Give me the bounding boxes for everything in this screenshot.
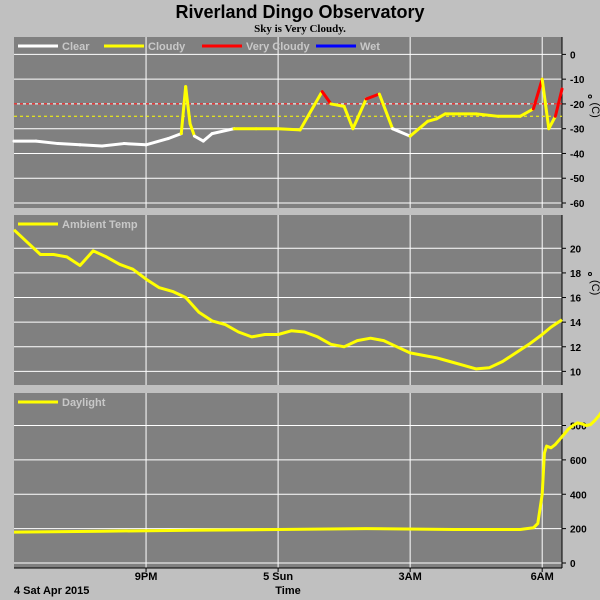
sky-segment xyxy=(435,112,447,121)
sky-segment xyxy=(179,85,188,136)
daylight-plot-area xyxy=(14,393,562,568)
sky-segment xyxy=(408,119,430,138)
sky-segment xyxy=(351,97,368,131)
sky-segment xyxy=(78,143,104,148)
sky-segment xyxy=(518,107,535,118)
sky-ytick-label: -20 xyxy=(570,100,585,111)
ambient-panel: 20 18 16 14 12 10 (C) Ambient Temp xyxy=(12,215,600,385)
legend-label: Ambient Temp xyxy=(62,219,138,231)
x-tick-label: 9PM xyxy=(135,571,158,583)
chart-subtitle: Sky is Very Cloudy. xyxy=(254,23,346,35)
sky-ytick-label: -60 xyxy=(570,199,585,210)
sky-degree-mark xyxy=(588,94,592,99)
sky-segment xyxy=(391,127,412,138)
sky-segment xyxy=(122,142,148,147)
sky-segment xyxy=(34,139,60,146)
sky-ytick-label: -30 xyxy=(570,125,585,136)
sky-segment xyxy=(426,117,439,123)
sky-segment xyxy=(56,142,82,147)
sky-segment xyxy=(364,92,381,101)
start-date-label: 4 Sat Apr 2015 xyxy=(14,585,89,597)
sky-ytick-label: 0 xyxy=(570,50,576,61)
sky-segment xyxy=(184,85,192,126)
daylight-ytick-label: 800 xyxy=(570,422,587,433)
ambient-ytick-label: 14 xyxy=(570,318,582,329)
ambient-ytick-label: 12 xyxy=(570,343,582,354)
sky-segment xyxy=(531,77,544,111)
sky-plot-area xyxy=(14,37,562,208)
chart-title: Riverland Dingo Observatory xyxy=(175,2,424,22)
sky-ytick-label: -40 xyxy=(570,149,585,160)
ambient-ytick-label: 16 xyxy=(570,294,582,305)
daylight-ytick-label: 600 xyxy=(570,456,587,467)
sky-segment xyxy=(144,137,170,147)
ambient-ytick-label: 20 xyxy=(570,244,582,255)
sky-segment xyxy=(188,122,196,138)
sky-segment xyxy=(377,92,395,131)
ambient-ytick-label: 10 xyxy=(570,367,582,378)
ambient-ytick-label: 18 xyxy=(570,269,582,280)
sky-segment xyxy=(100,142,126,148)
sky-unit-label: (C) xyxy=(589,103,600,118)
sky-segment xyxy=(192,134,205,143)
x-axis-label: Time xyxy=(275,585,300,597)
legend-label: Cloudy xyxy=(148,41,186,53)
sky-segment xyxy=(540,77,551,131)
daylight-ytick-label: 200 xyxy=(570,525,587,536)
legend-label: Very Cloudy xyxy=(246,41,310,53)
ambient-unit-label: (C) xyxy=(589,280,600,295)
sky-segment xyxy=(320,90,333,106)
legend-label: Clear xyxy=(62,41,90,53)
x-tick-label: 3AM xyxy=(399,571,422,583)
sky-segment xyxy=(547,114,557,131)
daylight-ytick-label: 400 xyxy=(570,490,587,501)
sky-segment xyxy=(166,132,183,141)
sky-segment xyxy=(276,127,302,132)
sky-segment xyxy=(298,90,324,132)
daylight-series-line xyxy=(13,411,600,534)
ambient-plot-area xyxy=(14,215,562,385)
sky-segment xyxy=(329,102,346,108)
x-tick-label: 6AM xyxy=(531,571,554,583)
sky-segment xyxy=(474,112,500,118)
sky-segment xyxy=(342,104,355,131)
daylight-ytick-label: 0 xyxy=(570,559,576,570)
daylight-panel: 800 600 400 200 0 Daylight xyxy=(13,393,600,570)
ambient-series-line xyxy=(12,228,563,371)
x-axis: 9PM 5 Sun 3AM 6AM xyxy=(14,567,562,583)
sky-ytick-label: -10 xyxy=(570,75,585,86)
x-tick-label: 5 Sun xyxy=(263,571,293,583)
sky-segment xyxy=(201,132,214,143)
sky-segment xyxy=(210,127,236,136)
sky-ytick-label: -50 xyxy=(570,174,585,185)
sky-segment xyxy=(553,87,564,118)
legend-label: Wet xyxy=(360,41,380,53)
ambient-degree-mark xyxy=(588,272,592,276)
sky-panel: 0 -10 -20 -30 -40 -50 -60 (C) Clear Cloudy Very Cl… xyxy=(12,37,600,210)
legend-label: Daylight xyxy=(62,397,106,409)
